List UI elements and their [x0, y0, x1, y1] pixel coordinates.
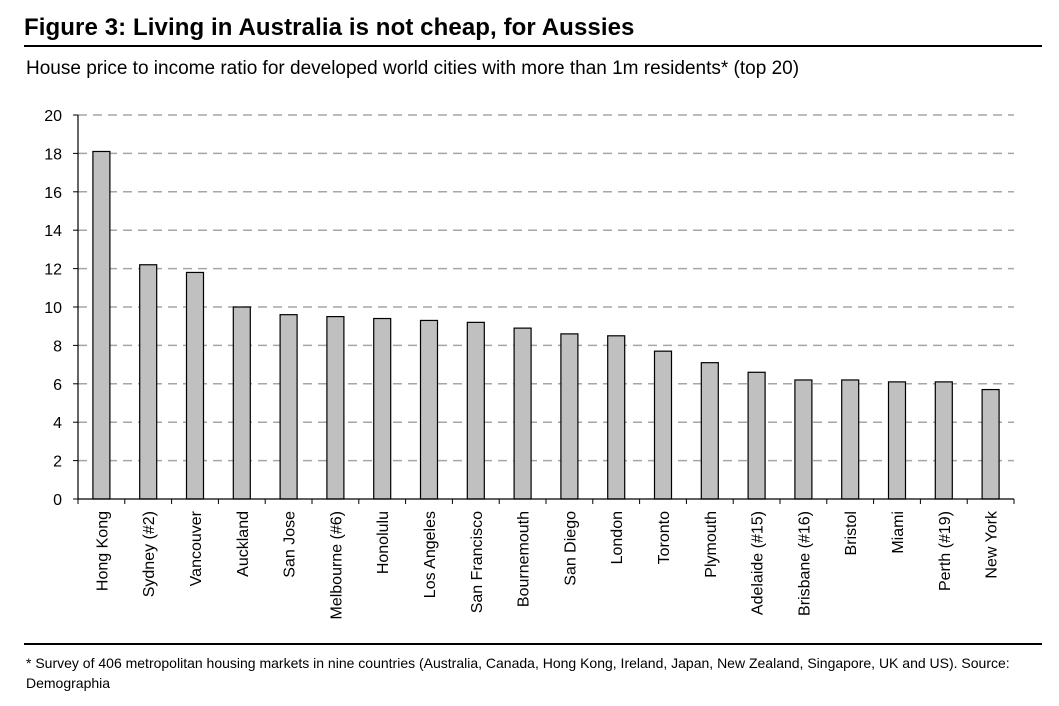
bar: [841, 379, 860, 500]
x-tick-label: Plymouth: [703, 511, 720, 578]
x-tick-label: San Jose: [282, 511, 299, 578]
axes: [73, 114, 1015, 504]
x-tick-label: Auckland: [235, 511, 252, 577]
x-tick-label: Vancouver: [188, 510, 205, 586]
bar: [279, 314, 298, 500]
x-tick-label: Melbourne (#6): [328, 511, 345, 620]
x-tick-label: Los Angeles: [422, 511, 439, 598]
x-tick-label: San Francisco: [469, 511, 486, 613]
footer-divider: [24, 643, 1042, 645]
bar: [185, 271, 205, 500]
y-tick-label: 2: [53, 454, 62, 471]
bar: [232, 306, 251, 500]
bar: [92, 150, 111, 500]
y-tick-label: 10: [44, 300, 62, 317]
bar: [560, 333, 579, 500]
y-tick-label: 0: [53, 492, 62, 509]
bar: [653, 350, 673, 500]
figure-subtitle: House price to income ratio for develope…: [26, 58, 800, 79]
bar-chart: 0 2 4 6 8 10 12 14 16 18 20 Hong Kong Sydney (#2) Van…: [44, 108, 1015, 620]
x-tick-label: London: [609, 511, 626, 564]
bar: [326, 316, 345, 500]
x-tick-label: Hong Kong: [94, 511, 111, 591]
gridlines: [78, 114, 1014, 462]
x-tick-label: Sydney (#2): [141, 511, 158, 597]
x-tick-label: Perth (#19): [937, 511, 954, 591]
title-divider: [24, 45, 1042, 47]
y-tick-label: 20: [44, 108, 62, 125]
bar: [747, 371, 766, 500]
y-tick-label: 6: [53, 377, 62, 394]
tick-labels: 0 2 4 6 8 10 12 14 16 18 20 Hong Kong Sydney (#2) Van…: [44, 108, 1000, 620]
x-tick-label: Toronto: [656, 511, 673, 564]
bar: [139, 264, 158, 500]
y-tick-label: 14: [44, 223, 62, 240]
y-tick-label: 12: [44, 262, 62, 279]
bars: [92, 150, 1000, 500]
x-tick-label: Miami: [890, 511, 907, 554]
bar: [373, 317, 392, 500]
x-tick-label: Adelaide (#15): [750, 511, 767, 615]
y-tick-label: 18: [44, 146, 62, 163]
bar: [419, 319, 439, 500]
x-tick-label: New York: [984, 510, 1001, 579]
x-tick-label: Brisbane (#16): [796, 511, 813, 616]
x-tick-label: Honolulu: [375, 511, 392, 574]
footnote: * Survey of 406 metropolitan housing mar…: [26, 655, 1010, 691]
bar: [607, 335, 626, 500]
x-tick-label: Bournemouth: [516, 511, 533, 607]
bar: [794, 379, 813, 500]
bar: [700, 362, 719, 500]
bar: [981, 388, 1000, 500]
y-tick-label: 4: [53, 415, 62, 432]
bar: [466, 321, 485, 500]
y-tick-label: 16: [44, 185, 62, 202]
y-tick-label: 8: [53, 338, 62, 355]
bar: [513, 327, 532, 500]
bar: [887, 381, 907, 500]
x-tick-label: Bristol: [843, 511, 860, 555]
x-tick-label: San Diego: [562, 511, 579, 586]
figure-title: Figure 3: Living in Australia is not che…: [24, 14, 635, 41]
bar: [934, 381, 953, 500]
